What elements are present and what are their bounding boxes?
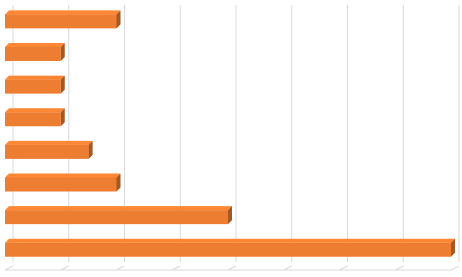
bar [5,10,121,29]
bar [5,140,93,159]
tick-mark [116,265,125,271]
bar-top [5,10,121,15]
bar-top [5,108,65,113]
tick-mark [60,265,69,271]
bar-top [5,206,232,211]
bar-side [451,238,455,257]
bar-side [116,173,121,192]
tick-mark [339,265,348,271]
bar-front [5,46,61,61]
bar-side [60,75,65,94]
bar-side [60,108,65,127]
bar-front [5,14,117,29]
bar-front [5,210,228,225]
bar-side [60,42,65,61]
tick-mark [227,265,237,271]
bar-front [5,144,89,159]
tick-mark [4,265,14,271]
tick-mark [450,265,460,271]
bar-top [5,42,65,47]
bar-front [5,112,61,127]
bar-front [5,177,117,192]
bar [5,42,65,61]
tick-mark [172,265,181,271]
bar-top [5,238,455,243]
bar [5,238,455,257]
bar-front [5,79,61,94]
tick-mark [283,265,292,271]
tick-mark [395,265,404,271]
bar-top [5,173,121,178]
bar-top [5,75,65,80]
bar-side [116,10,121,29]
bar [5,75,65,94]
bar-top [5,140,93,145]
bar-front [5,242,451,257]
bar [5,108,65,127]
bar [5,206,232,225]
bar-side [88,140,93,159]
bar [5,173,121,192]
bar-side [228,206,232,225]
